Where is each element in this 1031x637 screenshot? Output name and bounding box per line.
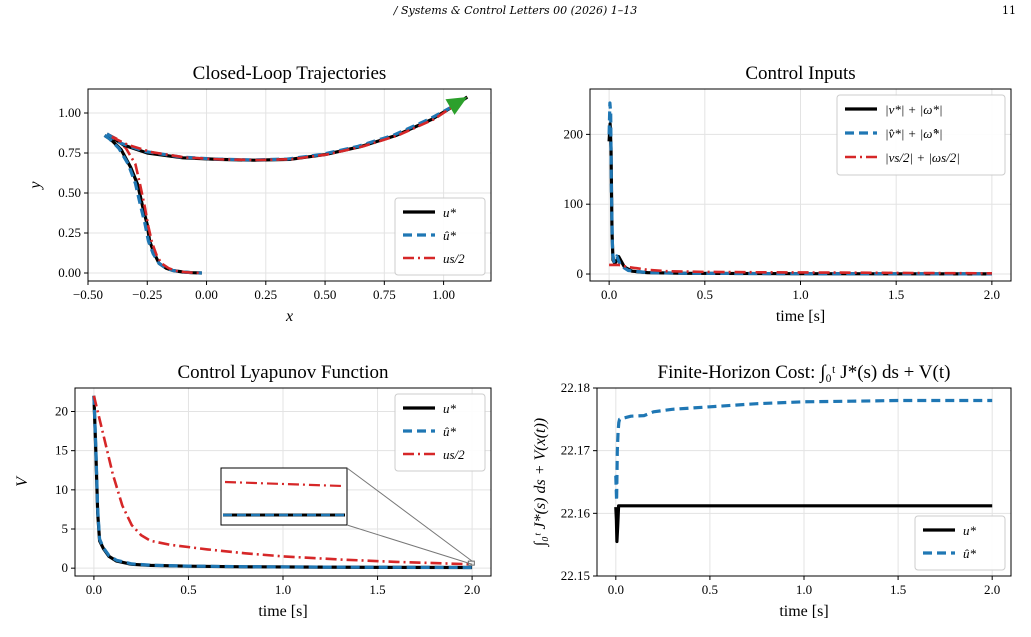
series-group	[607, 101, 992, 276]
journal-line: / Systems & Control Letters 00 (2026) 1–…	[393, 4, 638, 17]
axes-frame	[596, 387, 1012, 577]
chart-title: Control Lyapunov Function	[177, 362, 389, 383]
x-axis-label: time [s]	[258, 603, 307, 620]
chart-panel-4: 0.0 0.5 1.0 1.5 2.0 22.15 22.16 22.17 22.18 Finit…	[532, 362, 1012, 620]
legend-box	[836, 94, 1006, 176]
x-tick-label: −0.50	[73, 287, 103, 302]
y-tick-label: 0	[577, 266, 584, 281]
x-tick-label: 0.0	[601, 287, 617, 302]
chart-panel-3: 0.0 0.5 1.0 1.5 2.0 0 5 10 15 20 Control Lyapunov …	[14, 362, 492, 620]
legend-label-1: u*	[443, 205, 457, 220]
x-tick-label: 0.0	[608, 582, 624, 597]
x-tick-label: 1.00	[432, 287, 455, 302]
page-number: 11	[1002, 4, 1016, 17]
zoom-connector	[346, 524, 473, 565]
x-tick-label: 2.0	[464, 582, 480, 597]
series-line-2	[607, 101, 992, 276]
y-tick-label: 20	[55, 404, 68, 419]
series-line-3	[609, 263, 992, 275]
x-tick-label: 0.5	[702, 582, 718, 597]
chart-panel-2: 0.0 0.5 1.0 1.5 2.0 0 100 200 Control Inputs time…	[564, 63, 1012, 325]
axes-frame	[74, 387, 492, 577]
legend-label-2: û*	[443, 424, 457, 439]
legend: u* û* us/2	[394, 197, 486, 276]
y-tick-label: 22.15	[561, 568, 590, 583]
legend-label-1: |v*| + |ω*|	[885, 102, 943, 117]
legend-label-3: us/2	[443, 447, 465, 462]
y-tick-label: 22.17	[561, 443, 591, 458]
x-axis-label: x	[285, 308, 293, 325]
legend-label-3: |vs/2| + |ωs/2|	[885, 150, 960, 165]
y-tick-label: 15	[55, 443, 68, 458]
direction-arrow	[445, 97, 468, 115]
x-tick-label: −0.25	[132, 287, 162, 302]
axes-frame	[589, 88, 1012, 282]
x-tick-label: 0.75	[373, 287, 396, 302]
legend-box	[914, 515, 1006, 571]
x-axis-label: time [s]	[779, 603, 828, 620]
y-tick-label: 0.75	[58, 145, 81, 160]
x-tick-label: 1.0	[796, 582, 812, 597]
y-tick-label: 1.00	[58, 105, 81, 120]
x-tick-label: 0.50	[314, 287, 337, 302]
series-group	[103, 95, 469, 275]
legend-label-2: û*	[443, 228, 457, 243]
direction-arrow-shaft	[449, 103, 456, 109]
legend-label-3: us/2	[443, 251, 465, 266]
x-tick-label: 2.0	[984, 582, 1000, 597]
page-header: / Systems & Control Letters 00 (2026) 1–…	[0, 0, 1031, 24]
y-tick-label: 0.25	[58, 225, 81, 240]
x-tick-label: 0.00	[195, 287, 218, 302]
y-tick-label: 10	[55, 482, 68, 497]
x-tick-label: 2.0	[984, 287, 1000, 302]
y-tick-label: 22.16	[561, 505, 591, 520]
chart-title: Control Inputs	[745, 63, 855, 84]
y-tick-label: 100	[564, 196, 584, 211]
series-line-1	[92, 395, 473, 570]
legend: u* û* us/2	[394, 393, 486, 472]
x-tick-label: 1.5	[890, 582, 906, 597]
legend: |v*| + |ω*| |v̂*| + |ω̂*| |vs/2| + |ωs/2|	[836, 94, 1006, 176]
y-tick-label: 0.50	[58, 185, 81, 200]
y-axis-label: y	[27, 181, 44, 191]
y-tick-label: 5	[62, 521, 69, 536]
zoom-connector	[346, 467, 473, 562]
series-line-3	[111, 95, 469, 162]
legend-label-2: û*	[963, 546, 977, 561]
chart-panel-1: −0.50 −0.25 0.00 0.25 0.50 0.75 1.00 0.00 0.25 0.…	[27, 63, 492, 325]
y-tick-label: 200	[564, 126, 584, 141]
y-tick-label: 0	[62, 560, 69, 575]
chart-title: Finite-Horizon Cost: ∫₀ᵗ J*(s) ds + V(t)	[658, 362, 951, 384]
series-line-2	[92, 395, 473, 570]
x-tick-label: 1.0	[792, 287, 808, 302]
series-line-1	[614, 504, 993, 544]
series-line-3	[92, 395, 473, 566]
legend: u* û*	[914, 515, 1006, 571]
series-line-2	[614, 398, 993, 503]
x-axis-label: time [s]	[776, 308, 825, 325]
y-axis-label: ∫₀ᵗ J*(s) ds + V(x(t))	[532, 418, 550, 547]
series-line-3	[106, 132, 202, 275]
legend-label-1: u*	[963, 523, 977, 538]
legend-label-1: u*	[443, 401, 457, 416]
series-line-2	[103, 134, 202, 275]
x-tick-label: 0.25	[254, 287, 277, 302]
legend-label-2: |v̂*| + |ω̂*|	[885, 126, 943, 141]
legend-box	[394, 197, 486, 276]
x-tick-label: 0.0	[86, 582, 102, 597]
axes-frame	[87, 88, 492, 282]
x-tick-label: 1.0	[275, 582, 291, 597]
legend-box	[394, 393, 486, 472]
series-group	[92, 395, 473, 570]
y-tick-label: 0.00	[58, 265, 81, 280]
y-axis-label: V	[14, 475, 31, 487]
x-tick-label: 0.5	[180, 582, 196, 597]
series-group	[614, 398, 993, 544]
x-tick-label: 0.5	[697, 287, 713, 302]
x-tick-label: 1.5	[369, 582, 385, 597]
chart-title: Closed-Loop Trajectories	[193, 63, 387, 84]
y-tick-label: 22.18	[561, 380, 590, 395]
x-tick-label: 1.5	[888, 287, 904, 302]
